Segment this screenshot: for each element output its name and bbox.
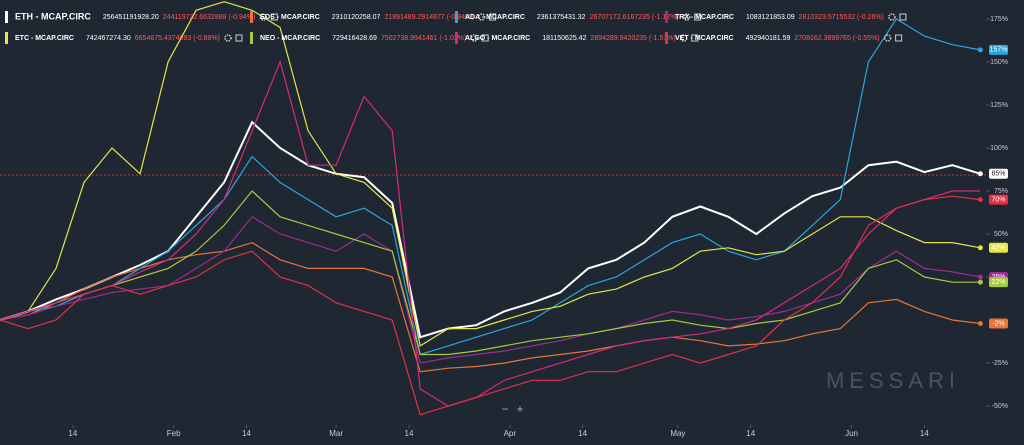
legend-name: NEO - MCAP.CIRC (260, 35, 320, 42)
value-label-bg (989, 168, 1008, 179)
legend-remove[interactable] (691, 34, 699, 42)
legend-change: 21891489.2914877 (-0.94%) (384, 14, 473, 21)
legend-name: EOS - MCAP.CIRC (260, 14, 320, 21)
y-tick-label: -50% (992, 403, 1008, 410)
x-tick-label: 14 (578, 429, 587, 438)
value-label: -2% (992, 320, 1004, 327)
x-tick-label: 14 (405, 429, 414, 438)
series-line (0, 195, 981, 416)
legend-swatch (455, 32, 458, 44)
legend-value: 1083121853.09 (746, 14, 795, 21)
legend-settings[interactable] (888, 13, 896, 21)
x-tick-label: May (670, 429, 685, 438)
legend-settings[interactable] (883, 34, 892, 42)
legend-name: TRX - MCAP.CIRC (675, 14, 734, 21)
end-marker (977, 47, 983, 53)
legend-remove[interactable] (694, 13, 702, 21)
legend-swatch (250, 32, 253, 44)
legend-swatch (665, 11, 668, 23)
legend-swatch (5, 32, 8, 44)
zoom-out[interactable]: − (501, 402, 508, 416)
y-tick-label: 50% (994, 231, 1008, 238)
legend-remove[interactable] (270, 13, 278, 21)
value-label-bg (989, 242, 1008, 253)
x-tick-label: Feb (167, 429, 181, 438)
x-tick-label: 14 (242, 429, 251, 438)
legend-remove[interactable] (481, 34, 489, 42)
x-tick-label: Mar (329, 429, 343, 438)
legend-change: 244119722.6632888 (-0.94%) (163, 14, 256, 21)
legend-value: 742467274.30 (86, 35, 131, 42)
x-tick-label: Apr (504, 429, 517, 438)
legend-name: ALGO - MCAP.CIRC (465, 35, 530, 42)
legend-change: 7502738.9941461 (-1.02%) (381, 35, 466, 42)
legend-remove[interactable] (895, 34, 903, 42)
end-marker (977, 245, 983, 251)
legend-name: ETC - MCAP.CIRC (15, 35, 74, 42)
legend-name: ADA - MCAP.CIRC (465, 14, 525, 21)
value-label-bg (989, 44, 1008, 55)
legend-value: 729416428.69 (332, 35, 377, 42)
series-line (0, 18, 981, 356)
legend-name: ETH - MCAP.CIRC (15, 11, 91, 21)
plot-area (0, 1, 981, 416)
value-label: 70% (991, 196, 1005, 203)
end-marker (977, 320, 983, 326)
value-label-bg (989, 318, 1008, 329)
legend-value: 2361375431.32 (537, 14, 586, 21)
zoom-in[interactable]: + (516, 402, 523, 416)
x-tick-label: 14 (68, 429, 77, 438)
legend-swatch (250, 11, 253, 23)
legend-value: 492940181.59 (746, 35, 791, 42)
legend-remove[interactable] (235, 34, 243, 42)
legend-remove[interactable] (489, 13, 497, 21)
legend-change: 26707172.6167235 (-1.12%) (590, 14, 679, 21)
series-line (0, 1, 981, 347)
end-marker (977, 171, 983, 177)
y-tick-label: 125% (990, 102, 1008, 109)
legend-value: 181150625.42 (542, 35, 586, 42)
legend-swatch (665, 32, 668, 44)
x-tick-label: Jun (845, 429, 858, 438)
legend-settings[interactable] (470, 34, 478, 42)
y-tick-label: 100% (990, 145, 1008, 152)
y-tick-label: 175% (990, 16, 1008, 23)
series-line (0, 190, 981, 356)
legend-swatch (455, 11, 458, 23)
legend-settings[interactable] (259, 13, 268, 21)
watermark: MESSARI (826, 368, 960, 393)
y-tick-label: 75% (994, 188, 1008, 195)
legend-change: 2708162.3899765 (-0.55%) (794, 35, 879, 42)
series-line (0, 60, 981, 407)
series-line (0, 216, 981, 364)
x-tick-label: 14 (920, 429, 929, 438)
value-label: 157% (990, 47, 1008, 54)
legend-change: 2894289.9420235 (-1.57%) (590, 35, 675, 42)
value-label: 22% (991, 279, 1005, 286)
legend-value: 256451191928.20 (103, 14, 159, 21)
end-marker (977, 274, 983, 280)
value-label: 42% (991, 245, 1005, 252)
value-label: 85% (991, 171, 1005, 178)
value-label-bg (989, 277, 1008, 288)
y-tick-label: -25% (992, 360, 1008, 367)
value-label-bg (989, 194, 1008, 205)
end-marker (977, 197, 983, 203)
legend-swatch (5, 11, 8, 23)
legend-settings[interactable] (679, 34, 688, 42)
legend-remove[interactable] (899, 13, 907, 21)
legend-name: VET - MCAP.CIRC (675, 35, 734, 42)
legend-settings[interactable] (477, 13, 486, 21)
x-tick-label: 14 (746, 429, 755, 438)
y-tick-label: 150% (990, 59, 1008, 66)
legend-change: 6654675.4374093 (-0.89%) (135, 35, 220, 42)
legend-change: 2810323.5715532 (-0.26%) (799, 14, 884, 21)
legend-value: 2310120258.07 (332, 14, 381, 21)
end-marker (977, 279, 983, 285)
legend-settings[interactable] (682, 13, 691, 21)
legend-settings[interactable] (224, 34, 232, 42)
